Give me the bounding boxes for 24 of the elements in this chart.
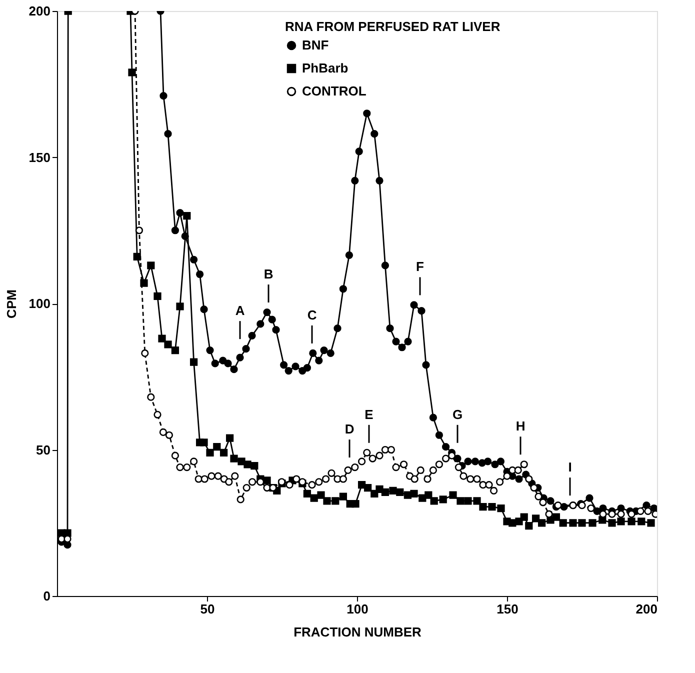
annotation: F [416, 259, 424, 274]
y-tick-label: 100 [28, 296, 50, 311]
annotation: A [235, 303, 246, 318]
legend-label: BNF [302, 38, 329, 52]
x-tick-label: 150 [496, 602, 518, 616]
annotation: G [452, 406, 463, 422]
annotation: I [568, 460, 572, 475]
annotation: E [364, 406, 374, 422]
x-tick-label: 200 [636, 602, 658, 616]
legend-label: CONTROL [302, 84, 366, 98]
legend-label: PhBarb [302, 60, 348, 76]
annotation: C [307, 307, 318, 322]
y-tick-label: 150 [28, 150, 50, 165]
y-axis-title: CPM [4, 290, 19, 318]
legend-title: RNA FROM PERFUSED RAT LIVER [285, 19, 501, 34]
y-tick-label: 0 [43, 588, 50, 604]
annotation: B [264, 266, 274, 282]
x-tick-label: 50 [200, 602, 215, 616]
y-tick-label: 50 [36, 442, 50, 458]
annotation: D [344, 422, 354, 437]
y-tick-label: 200 [28, 4, 50, 18]
x-tick-label: 100 [346, 602, 368, 616]
x-axis-title: FRACTION NUMBER [294, 624, 422, 640]
annotation: H [516, 418, 526, 434]
